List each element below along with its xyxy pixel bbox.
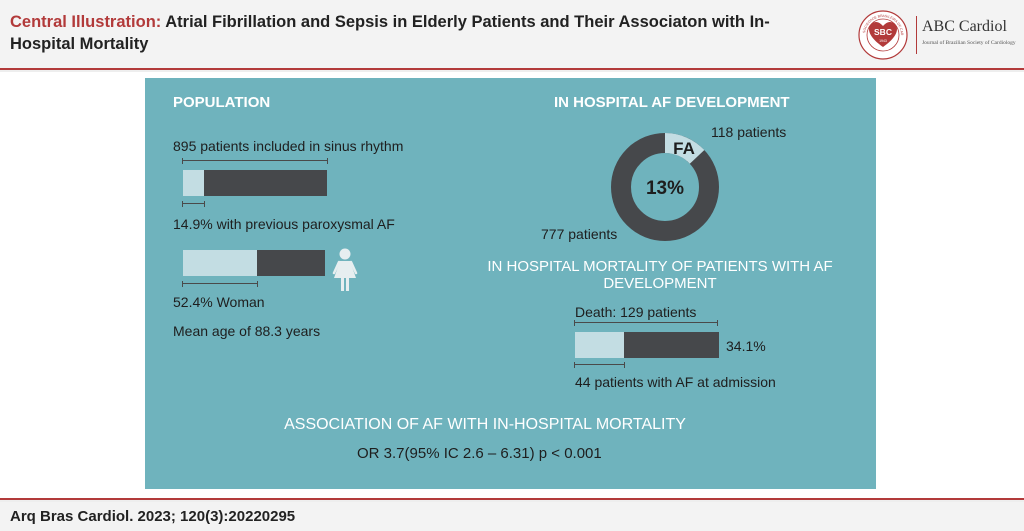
mortality-bar-dark <box>624 332 719 358</box>
paroxysmal-bar-light <box>183 170 204 196</box>
paroxysmal-label: 14.9% with previous paroxysmal AF <box>173 216 395 232</box>
population-heading: POPULATION <box>173 94 271 111</box>
mortality-heading: IN HOSPITAL MORTALITY OF PATIENTS WITH A… <box>485 258 835 292</box>
logo-year: 1943 <box>879 39 887 43</box>
woman-icon <box>332 248 358 291</box>
woman-bracket <box>182 281 258 287</box>
journal-name: ABC Cardiol <box>922 18 1007 35</box>
page-title: Central Illustration: Atrial Fibrillatio… <box>10 11 770 55</box>
no-af-patients-label: 777 patients <box>541 226 618 242</box>
journal-subtitle: Journal of Brazilian Society of Cardiolo… <box>922 40 1016 46</box>
mortality-bar-light <box>575 332 624 358</box>
woman-label: 52.4% Woman <box>173 294 265 310</box>
header: Central Illustration: Atrial Fibrillatio… <box>0 0 1024 70</box>
mortality-percent: 34.1% <box>726 338 766 354</box>
sbc-seal-icon: SBC 1943 SOCIEDADE BRASILEIRA DE CARDIOL… <box>858 10 908 60</box>
af-slice <box>665 133 705 164</box>
admission-bracket <box>574 362 625 368</box>
death-label: Death: 129 patients <box>575 304 697 320</box>
death-bracket <box>574 320 718 326</box>
af-slice-label: FA <box>673 139 695 158</box>
paroxysmal-bracket <box>182 201 205 207</box>
mortality-heading-line2: DEVELOPMENT <box>603 275 717 292</box>
af-patients-label: 118 patients <box>711 124 787 140</box>
logo-abbr: SBC <box>874 27 892 37</box>
af-development-heading: IN HOSPITAL AF DEVELOPMENT <box>554 94 790 111</box>
age-label: Mean age of 88.3 years <box>173 323 321 339</box>
mortality-heading-line1: IN HOSPITAL MORTALITY OF PATIENTS WITH A… <box>487 258 833 275</box>
logo-divider <box>916 16 917 54</box>
title-text: Atrial Fibrillation and Sepsis in Elderl… <box>10 13 770 53</box>
woman-bar-light <box>183 250 257 276</box>
af-donut-chart: FA 13% <box>611 133 719 241</box>
paroxysmal-bar-dark <box>204 170 327 196</box>
included-bracket <box>182 158 328 164</box>
admission-label: 44 patients with AF at admission <box>575 374 776 390</box>
illustration-panel: POPULATION 895 patients included in sinu… <box>145 78 876 489</box>
association-heading: ASSOCIATION OF AF WITH IN-HOSPITAL MORTA… <box>284 416 686 433</box>
journal-logo: SBC 1943 SOCIEDADE BRASILEIRA DE CARDIOL… <box>858 10 1016 60</box>
association-stat: OR 3.7(95% IC 2.6 – 6.31) p < 0.001 <box>357 445 602 462</box>
footer: Arq Bras Cardiol. 2023; 120(3):20220295 <box>0 502 1024 531</box>
woman-bar-dark <box>257 250 325 276</box>
title-lead: Central Illustration: <box>10 13 162 31</box>
included-label: 895 patients included in sinus rhythm <box>173 138 404 154</box>
citation: Arq Bras Cardiol. 2023; 120(3):20220295 <box>10 508 296 525</box>
af-center-label: 13% <box>646 178 684 199</box>
